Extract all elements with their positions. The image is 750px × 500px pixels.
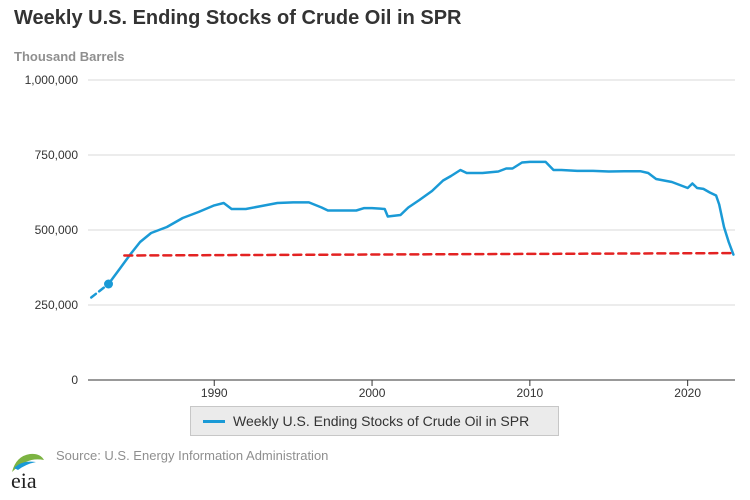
y-tick-label: 750,000 bbox=[35, 148, 79, 162]
x-tick-label: 2000 bbox=[359, 386, 386, 400]
logo-text: eia bbox=[11, 468, 37, 493]
line-chart: 0 250,000 500,000 750,000 1,000,000 1990 2000 2… bbox=[25, 73, 737, 400]
series-line-spr-stocks bbox=[107, 160, 735, 286]
series-line-red-dashed bbox=[123, 251, 737, 257]
chart-legend[interactable]: Weekly U.S. Ending Stocks of Crude Oil i… bbox=[190, 406, 559, 436]
y-tick-label: 0 bbox=[71, 373, 78, 387]
legend-line-swatch bbox=[203, 419, 225, 423]
x-tick-label: 2020 bbox=[674, 386, 701, 400]
legend-label: Weekly U.S. Ending Stocks of Crude Oil i… bbox=[233, 413, 530, 429]
y-tick-label: 500,000 bbox=[35, 223, 79, 237]
series-marker-point bbox=[104, 279, 114, 289]
x-tick-label: 1990 bbox=[201, 386, 228, 400]
chart-title: Weekly U.S. Ending Stocks of Crude Oil i… bbox=[14, 7, 462, 29]
series-line-blue-dashed bbox=[89, 282, 110, 299]
y-tick-label: 250,000 bbox=[35, 298, 79, 312]
y-axis-unit-label: Thousand Barrels bbox=[14, 49, 125, 64]
source-note: Source: U.S. Energy Information Administ… bbox=[56, 448, 329, 463]
x-tick-label: 2010 bbox=[517, 386, 544, 400]
eia-logo-icon: eia bbox=[11, 453, 44, 493]
y-tick-label: 1,000,000 bbox=[25, 73, 79, 87]
